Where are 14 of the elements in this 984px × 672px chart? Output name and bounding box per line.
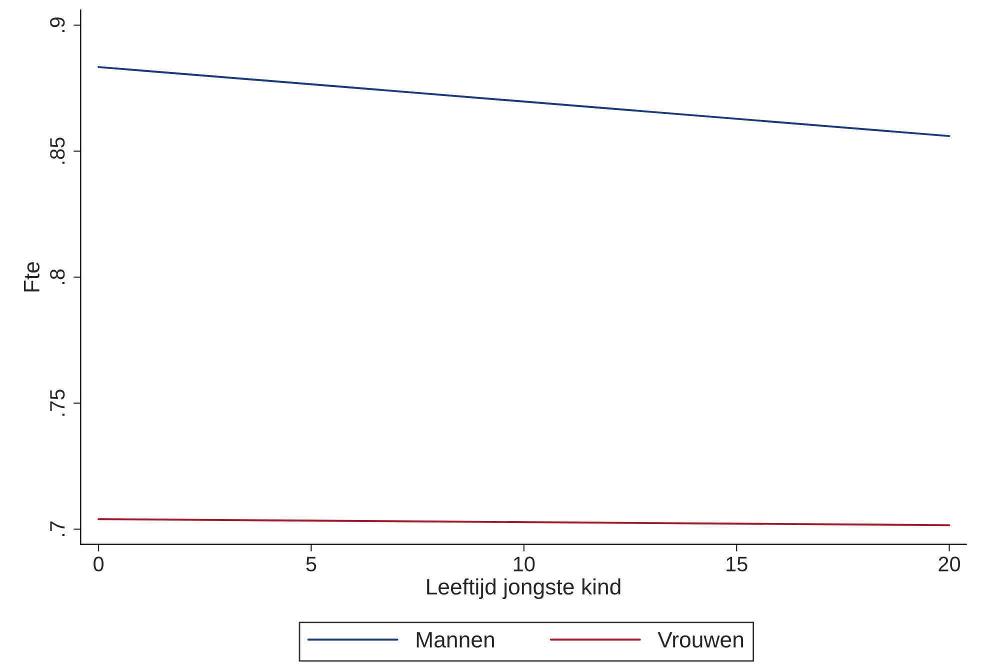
x-tick-label: 5 [306,556,316,572]
y-tick-label: .7 [50,522,65,536]
y-tick-label: .9 [50,18,65,32]
x-tick-label: 15 [726,556,748,572]
legend-label: Vrouwen [658,632,744,648]
y-tick-label: .75 [50,390,65,416]
x-tick-label: 0 [94,556,104,572]
x-tick-label: 20 [938,556,960,572]
y-axis-title: Fte [24,262,40,292]
legend-label: Mannen [416,632,494,648]
y-tick-label: .85 [50,138,65,164]
x-tick-label: 10 [514,556,535,572]
x-axis-title: Leeftijd jongste kind [427,578,620,600]
y-tick-label: .8 [50,269,65,284]
